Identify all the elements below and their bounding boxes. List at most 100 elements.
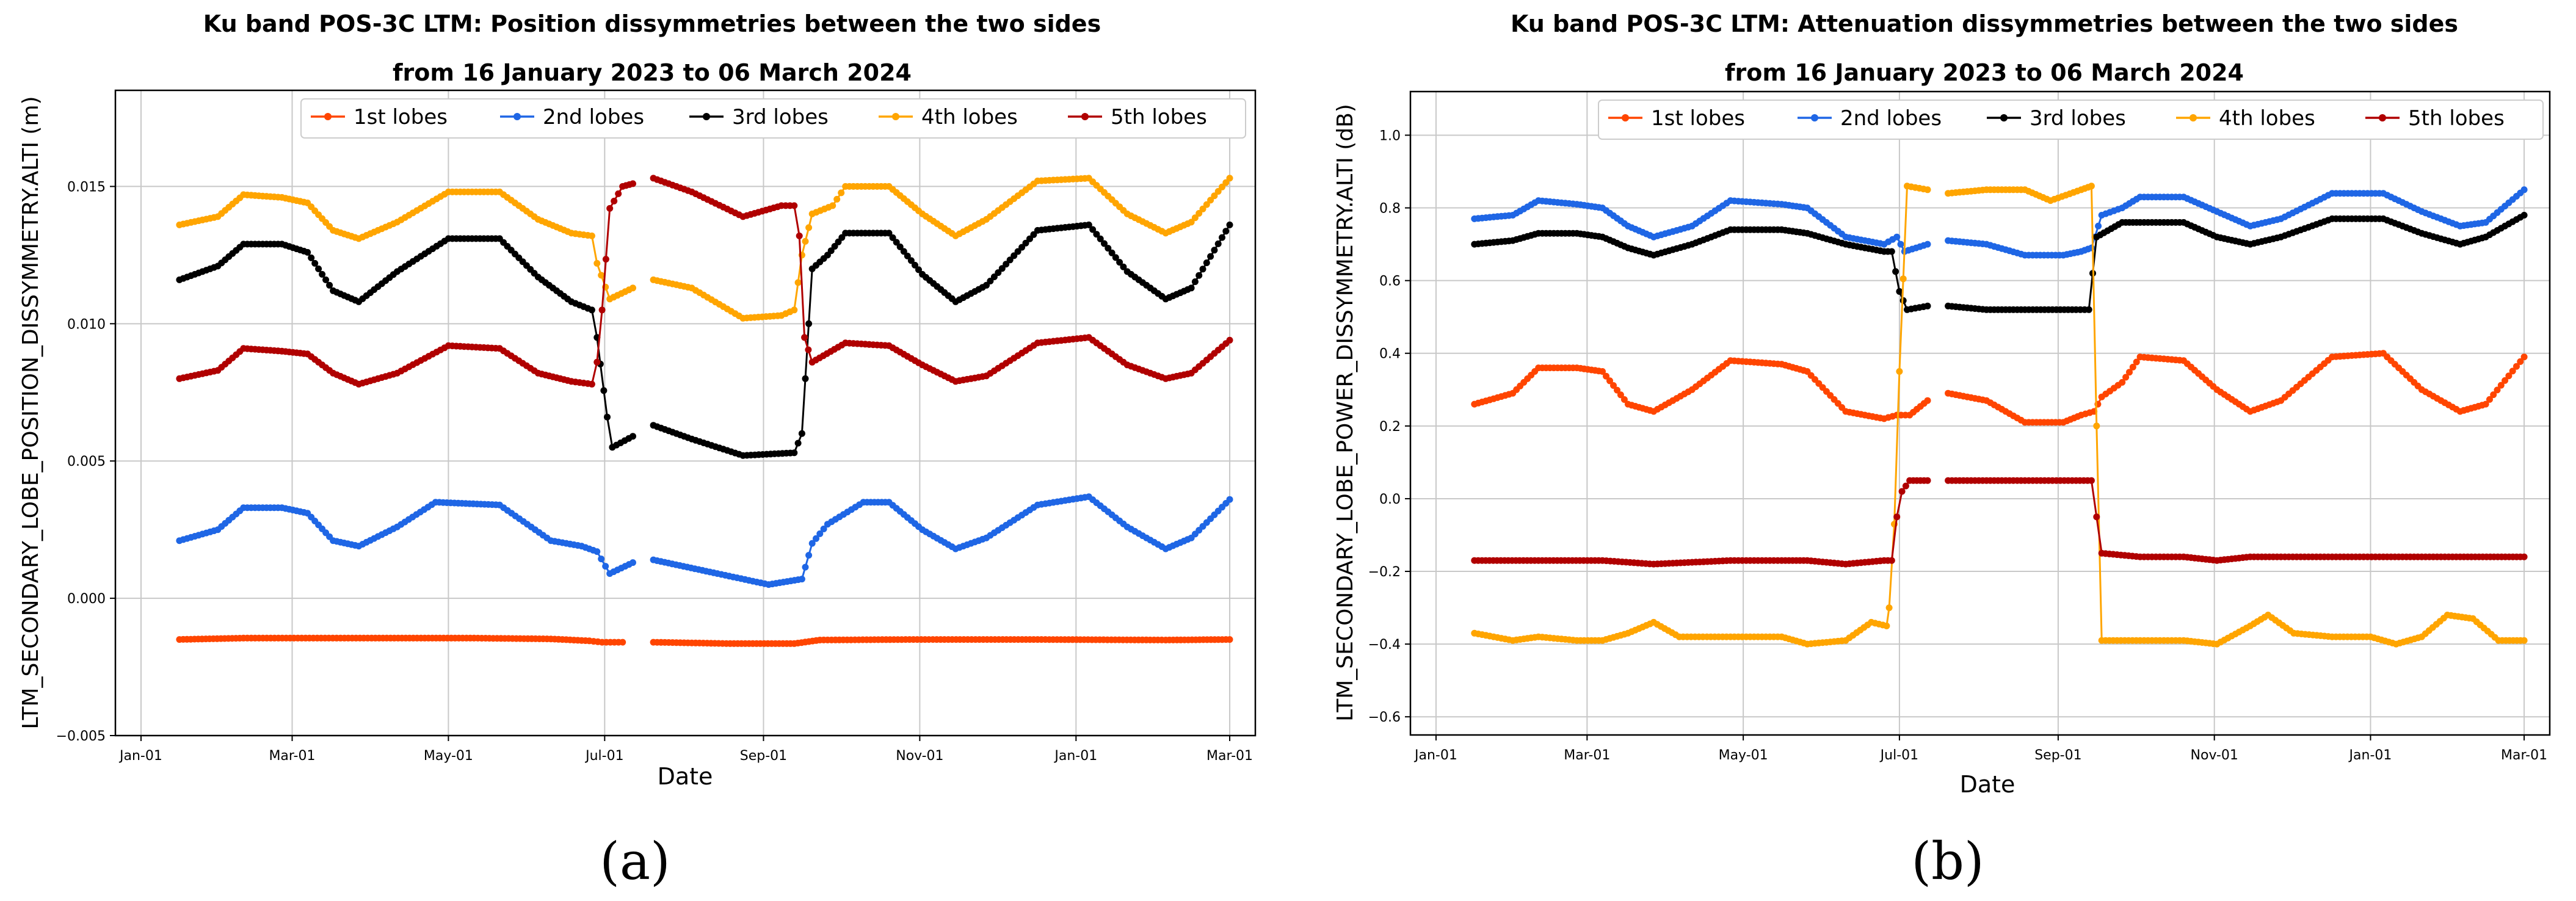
chart-a-data-point <box>1093 231 1100 238</box>
chart-b-data-point <box>2520 637 2528 644</box>
chart-a-data-point <box>1226 636 1233 643</box>
chart-a-x-axis: Jan-01 Mar-01 May-01 Jul-01 Sep-01 Nov-01 Jan-… <box>118 736 1253 764</box>
chart-a-data-point <box>629 180 636 187</box>
chart-a-series-1 <box>176 634 1233 647</box>
chart-a-y-tick-label: −0.005 <box>56 729 106 744</box>
chart-a-data-point <box>311 259 319 267</box>
chart-a-data-point <box>912 261 918 269</box>
chart-a-title-line1: Ku band POS-3C LTM: Position dissymmetri… <box>203 10 1101 37</box>
chart-a-data-point <box>1199 205 1206 212</box>
chart-b-data-point <box>1893 233 1901 241</box>
chart-a-data-point <box>1105 245 1112 252</box>
chart-b-data-point <box>1885 604 1893 612</box>
chart-b-data-point <box>2482 400 2489 408</box>
chart-a-data-point <box>1191 278 1199 285</box>
chart-b-data-point <box>1924 302 1931 309</box>
chart-a-x-tick-label: Jul-01 <box>584 748 623 764</box>
chart-a-data-point <box>791 202 798 209</box>
chart-a-data-point <box>1010 252 1018 259</box>
chart-a-data-point <box>805 224 813 231</box>
chart-b-data-point <box>1888 248 1895 255</box>
chart-b-series-line <box>1474 352 2525 424</box>
chart-a-series-line <box>179 177 1230 385</box>
chart-b-legend-label: 5th lobes <box>2408 106 2505 131</box>
chart-b-x-tick-label: Mar-01 <box>1564 748 1610 763</box>
chart-b-data-point <box>1620 396 1628 403</box>
chart-b-y-tick-label: 0.0 <box>1379 492 1401 507</box>
chart-b-x-tick-label: Jan-01 <box>2348 748 2392 763</box>
chart-a-data-point <box>588 380 595 388</box>
chart-a-x-tick-label: Jan-01 <box>1053 748 1097 764</box>
chart-a-x-axis-label: Date <box>658 763 713 790</box>
chart-a-data-point <box>794 440 802 447</box>
chart-b-data-point <box>2497 382 2505 389</box>
chart-a-data-point <box>1085 221 1092 228</box>
chart-a-data-point <box>802 563 809 571</box>
chart-b-y-tick-label: −0.2 <box>1368 565 1401 580</box>
chart-a-data-point <box>907 257 915 264</box>
chart-a-data-point <box>304 248 311 256</box>
chart-a-data-point <box>1199 266 1206 273</box>
chart-a-data-point <box>1188 284 1195 292</box>
chart-b-x-tick-label: Nov-01 <box>2191 748 2238 763</box>
chart-a-data-point <box>606 204 614 212</box>
chart-b-x-tick-label: Jul-01 <box>1879 748 1918 763</box>
chart-b-title-line2: from 16 January 2023 to 06 March 2024 <box>1725 59 2244 86</box>
chart-b-legend-marker <box>1811 114 1818 121</box>
chart-a-data-point <box>1226 336 1233 344</box>
chart-a-y-axis-label: LTM_SECONDARY_LOBE_POSITION_DISSYMMETRY.… <box>18 96 43 729</box>
chart-a-data-point <box>604 413 611 421</box>
chart-b-data-point <box>1606 377 1613 385</box>
chart-a-data-point <box>588 306 595 314</box>
chart-a-legend-marker <box>1081 113 1089 120</box>
chart-a-data-point <box>889 234 896 241</box>
chart-a-data-point <box>629 559 636 566</box>
chart-a-y-tick-label: 0.015 <box>67 179 106 195</box>
chart-a-data-point <box>829 202 836 209</box>
chart-a-data-point <box>893 239 900 246</box>
chart-a-data-point <box>1219 234 1225 241</box>
chart-b-data-point <box>2129 363 2136 371</box>
chart-b-series-3 <box>1471 212 2528 313</box>
chart-a-data-point <box>1030 231 1037 238</box>
chart-b-data-point <box>1899 275 1907 283</box>
chart-a-data-point <box>602 256 609 263</box>
chart-a-data-point <box>990 273 998 280</box>
chart-b-data-point <box>2505 372 2513 380</box>
chart-a-data-point <box>995 269 1002 277</box>
chart-a-data-point <box>805 320 813 327</box>
chart-a-data-point <box>1203 201 1210 208</box>
chart-a-data-point <box>611 197 618 204</box>
chart-b-data-point <box>2517 358 2524 365</box>
chart-a-data-point <box>1226 496 1233 503</box>
chart-b-y-tick-label: −0.4 <box>1368 637 1401 653</box>
chart-a-y-axis: −0.005 0.000 0.005 0.010 0.015 <box>56 179 115 744</box>
chart-b-series-2 <box>1471 186 2528 259</box>
chart-b-data-point <box>1892 268 1899 275</box>
chart-a-data-point <box>1018 244 1026 251</box>
chart-b-data-point <box>2490 391 2497 399</box>
chart-a-data-point <box>1026 235 1033 242</box>
chart-a-plot-frame <box>114 89 1257 737</box>
chart-b-data-point <box>2502 377 2509 384</box>
chart-b-data-point <box>1898 488 1906 495</box>
chart-a-data-point <box>598 272 605 279</box>
chart-b-x-tick-label: Sep-01 <box>2034 748 2081 763</box>
chart-a-data-point <box>1089 226 1097 233</box>
chart-a-data-point <box>791 449 798 457</box>
chart-a-data-point <box>805 346 812 353</box>
chart-b-legend-marker <box>2190 114 2197 121</box>
chart-b-data-point <box>2133 358 2140 366</box>
chart-b-y-tick-label: 0.4 <box>1379 347 1401 362</box>
chart-b-data-point <box>2122 374 2130 381</box>
chart-a-data-point <box>308 254 315 261</box>
chart-a-x-tick-label: Mar-01 <box>1206 748 1253 764</box>
chart-b-legend-label: 3rd lobes <box>2030 106 2126 131</box>
panel-a-label: (a) <box>600 831 670 891</box>
chart-a-data-point <box>1112 254 1119 261</box>
chart-a-series-3 <box>176 221 1233 459</box>
chart-a-data-point <box>322 276 330 283</box>
chart-a-legend-marker <box>513 113 521 120</box>
chart-b-plot-frame <box>1409 90 2551 736</box>
chart-a-data-point <box>326 281 333 289</box>
